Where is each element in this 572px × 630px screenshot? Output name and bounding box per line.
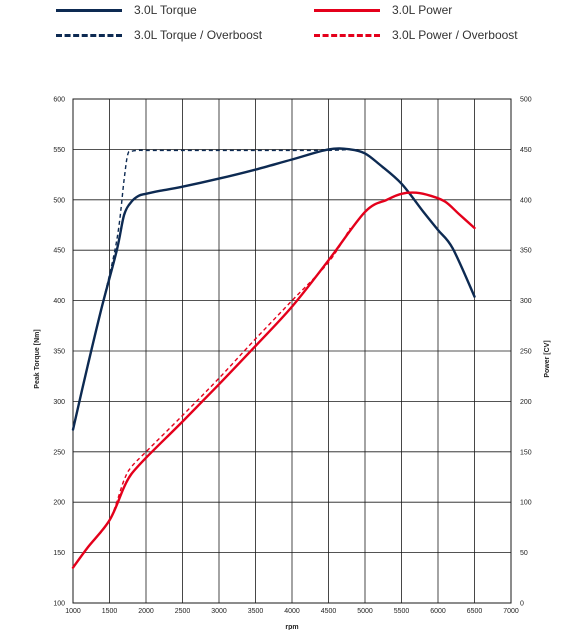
series-line-3 bbox=[72, 227, 351, 569]
x-tick-label: 4000 bbox=[284, 608, 300, 615]
legend-item-torque-overboost: 3.0L Torque / Overboost bbox=[56, 25, 262, 45]
y-tick-label: 550 bbox=[53, 147, 65, 154]
y-tick-label: 200 bbox=[53, 500, 65, 507]
series-lines bbox=[71, 147, 476, 569]
y-tick-label: 300 bbox=[53, 399, 65, 406]
legend-item-power-overboost: 3.0L Power / Overboost bbox=[314, 25, 518, 45]
legend-label-power-overboost: 3.0L Power / Overboost bbox=[392, 28, 518, 42]
tick-labels: 1000 1500 2000 2500 3000 3500 4000 4500 5000 5500… bbox=[53, 97, 531, 616]
y2-tick-label: 500 bbox=[520, 97, 532, 104]
x-axis-label: rpm bbox=[285, 624, 298, 630]
series-line-1 bbox=[72, 148, 351, 430]
y-tick-label: 250 bbox=[53, 449, 65, 456]
x-tick-label: 6000 bbox=[430, 608, 446, 615]
y-tick-label: 450 bbox=[53, 248, 65, 255]
series-line-0 bbox=[71, 147, 476, 431]
x-tick-label: 1500 bbox=[102, 608, 118, 615]
y2-tick-label: 350 bbox=[520, 248, 532, 255]
x-tick-label: 3000 bbox=[211, 608, 227, 615]
legend-swatch-power-overboost bbox=[314, 33, 380, 37]
y-tick-label: 350 bbox=[53, 349, 65, 356]
legend-item-power: 3.0L Power bbox=[314, 0, 452, 20]
x-tick-label: 7000 bbox=[503, 608, 519, 615]
legend-item-torque: 3.0L Torque bbox=[56, 0, 197, 20]
chart-grid bbox=[73, 99, 511, 603]
x-tick-label: 2000 bbox=[138, 608, 154, 615]
y-tick-label: 500 bbox=[53, 197, 65, 204]
y2-tick-label: 200 bbox=[520, 399, 532, 406]
x-tick-label: 1000 bbox=[65, 608, 81, 615]
legend-swatch-power bbox=[314, 8, 380, 12]
x-tick-label: 6500 bbox=[467, 608, 483, 615]
y2-tick-label: 50 bbox=[520, 550, 528, 557]
legend-swatch-torque bbox=[56, 8, 122, 12]
y-tick-label: 600 bbox=[53, 97, 65, 104]
series-line-2 bbox=[71, 191, 476, 569]
y-axis-label: Peak Torque [Nm] bbox=[34, 329, 41, 388]
y2-tick-label: 450 bbox=[520, 147, 532, 154]
legend-label-torque-overboost: 3.0L Torque / Overboost bbox=[134, 28, 263, 42]
legend-swatch-torque-overboost bbox=[56, 33, 122, 37]
y-tick-label: 100 bbox=[53, 601, 65, 608]
x-tick-label: 5000 bbox=[357, 608, 373, 615]
legend-label-power: 3.0L Power bbox=[392, 3, 453, 17]
x-tick-label: 4500 bbox=[321, 608, 337, 615]
x-tick-label: 3500 bbox=[248, 608, 264, 615]
legend-label-torque: 3.0L Torque bbox=[134, 3, 197, 17]
y-tick-label: 400 bbox=[53, 298, 65, 305]
y-tick-label: 150 bbox=[53, 550, 65, 557]
plot-frame bbox=[72, 98, 512, 604]
x-tick-label: 2500 bbox=[175, 608, 191, 615]
y2-tick-label: 300 bbox=[520, 298, 532, 305]
y2-tick-label: 150 bbox=[520, 449, 532, 456]
y2-tick-label: 0 bbox=[520, 601, 524, 608]
y2-tick-label: 100 bbox=[520, 500, 532, 507]
x-tick-label: 5500 bbox=[394, 608, 410, 615]
y2-tick-label: 250 bbox=[520, 349, 532, 356]
y2-tick-label: 400 bbox=[520, 197, 532, 204]
chart-legend: 3.0L Torque 3.0L Torque / Overboost 3.0L… bbox=[0, 0, 572, 48]
y2-axis-label: Power [CV] bbox=[544, 340, 551, 377]
